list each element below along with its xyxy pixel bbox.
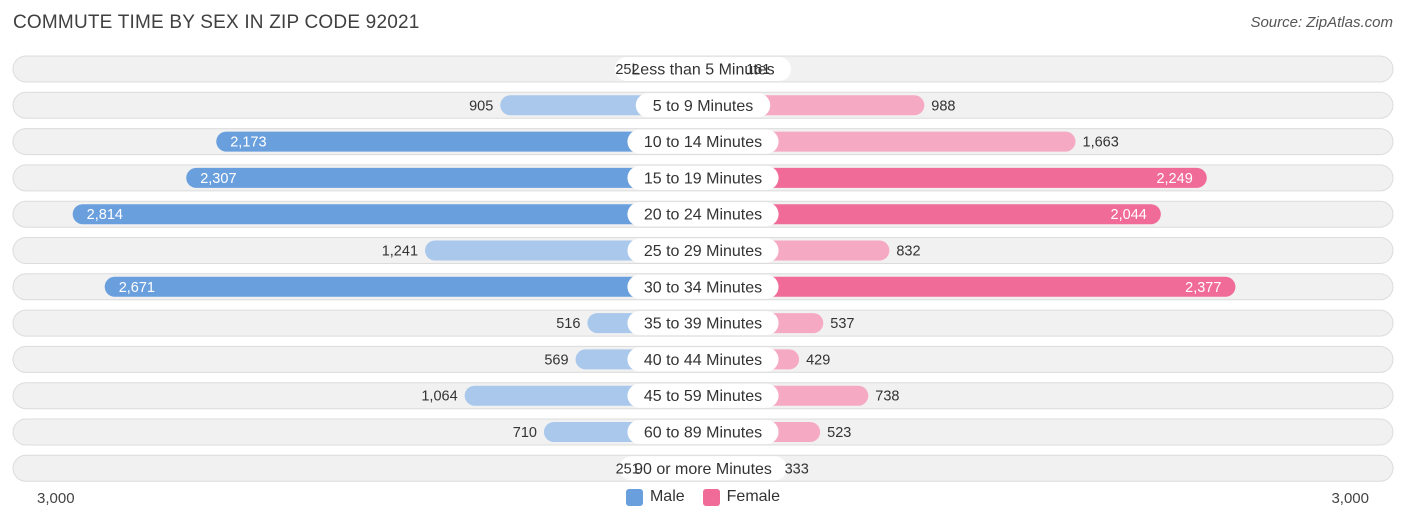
legend-item-male[interactable]: Male — [625, 488, 685, 506]
category-label: 40 to 44 Minutes — [644, 352, 762, 369]
bar-female[interactable] — [703, 131, 1076, 152]
category-label-bg — [614, 57, 792, 81]
value-label-male: 905 — [469, 98, 493, 114]
value-label-male: 2,173 — [230, 135, 266, 151]
value-label-male: 569 — [544, 352, 568, 368]
category-label: 35 to 39 Minutes — [644, 316, 762, 333]
category-label: 60 to 89 Minutes — [644, 425, 762, 442]
category-label-bg — [627, 202, 779, 227]
category-label-bg — [627, 274, 779, 299]
value-label-female: 2,249 — [1156, 171, 1192, 187]
value-label-male: 2,814 — [87, 207, 123, 223]
bar-female[interactable] — [703, 276, 1236, 297]
value-label-male: 1,241 — [382, 244, 418, 260]
axis-label-right: 3,000 — [1331, 490, 1369, 507]
category-label: 20 to 24 Minutes — [644, 207, 762, 224]
category-label-bg — [619, 456, 787, 481]
value-label-male: 252 — [615, 62, 639, 78]
legend-label-female: Female — [726, 488, 781, 505]
category-label-bg — [627, 347, 779, 372]
value-label-female: 537 — [830, 316, 854, 332]
bar-male[interactable] — [216, 131, 704, 152]
value-label-female: 161 — [746, 62, 770, 78]
legend-swatch-male — [625, 488, 643, 506]
category-label-bg — [635, 93, 771, 118]
bar-male[interactable] — [186, 167, 703, 188]
value-label-male: 251 — [616, 461, 640, 477]
legend-item-female[interactable]: Female — [702, 488, 781, 506]
category-label-bg — [627, 129, 779, 154]
bar-male[interactable] — [72, 204, 703, 225]
value-label-female: 2,377 — [1185, 280, 1221, 296]
category-label: 45 to 59 Minutes — [644, 388, 762, 405]
category-label-bg — [627, 311, 779, 336]
value-label-female: 2,044 — [1111, 207, 1147, 223]
value-label-male: 710 — [513, 425, 537, 441]
category-label-bg — [627, 383, 779, 408]
value-label-female: 1,663 — [1083, 135, 1119, 151]
category-label: 30 to 34 Minutes — [644, 279, 762, 296]
category-label-bg — [627, 420, 779, 444]
value-label-male: 1,064 — [421, 389, 457, 405]
value-label-male: 2,671 — [119, 280, 155, 296]
source-credit: Source: ZipAtlas.com — [1250, 14, 1393, 31]
value-label-female: 333 — [785, 461, 809, 477]
chart-title: COMMUTE TIME BY SEX IN ZIP CODE 92021 — [13, 12, 420, 33]
bar-male[interactable] — [104, 276, 704, 297]
category-label: 15 to 19 Minutes — [644, 170, 762, 187]
value-label-female: 738 — [875, 389, 899, 405]
bar-female[interactable] — [703, 167, 1207, 188]
legend-label-male: Male — [649, 488, 685, 505]
legend-swatch-female — [702, 488, 720, 506]
category-label: Less than 5 Minutes — [631, 62, 774, 79]
axis-label-left: 3,000 — [37, 490, 75, 507]
value-label-female: 832 — [896, 244, 920, 260]
category-label: 90 or more Minutes — [634, 461, 772, 478]
category-label: 5 to 9 Minutes — [653, 98, 754, 115]
category-label: 10 to 14 Minutes — [644, 134, 762, 151]
legend: Male Female — [0, 488, 1406, 506]
category-label: 25 to 29 Minutes — [644, 243, 762, 260]
category-label-bg — [627, 165, 779, 190]
value-label-female: 523 — [827, 425, 851, 441]
value-label-female: 429 — [806, 352, 830, 368]
value-label-male: 516 — [556, 316, 580, 332]
value-label-female: 988 — [931, 98, 955, 114]
value-label-male: 2,307 — [200, 171, 236, 187]
bar-female[interactable] — [703, 204, 1161, 225]
category-label-bg — [627, 238, 779, 263]
